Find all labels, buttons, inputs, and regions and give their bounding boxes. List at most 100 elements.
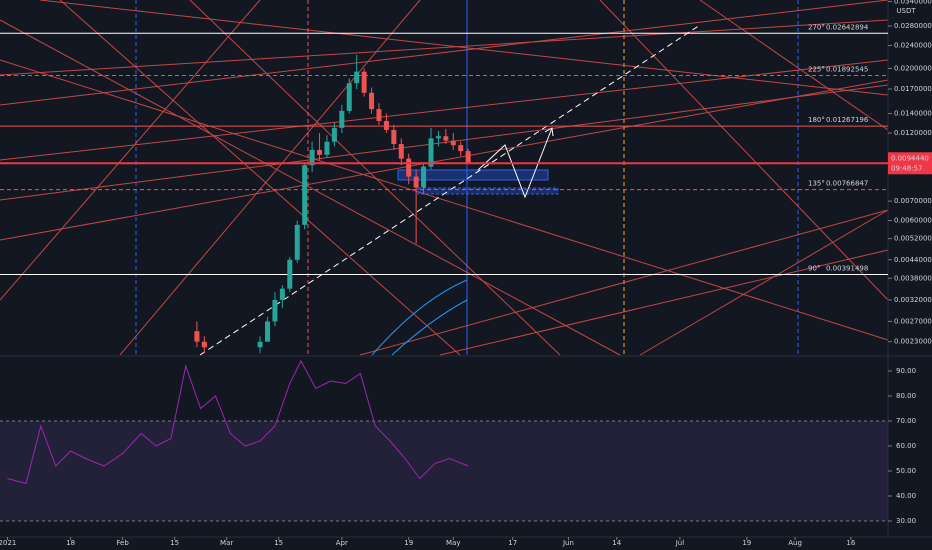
y-tick-label: 0.0140000	[894, 110, 932, 118]
moving-average	[391, 299, 468, 356]
y-tick-label: 0.0023000	[894, 338, 932, 346]
y-tick-label: 0.0038000	[894, 274, 932, 282]
level-angle: 225°	[808, 65, 825, 73]
candle-body	[346, 83, 352, 111]
countdown: 09:48:57	[891, 164, 922, 172]
y-tick-label: 0.0280000	[894, 22, 932, 30]
level-price: 0.01267196	[826, 116, 869, 124]
y-tick-label: 0.0044000	[894, 256, 932, 264]
y-tick-label: 50.00	[896, 467, 916, 475]
gann-line	[119, 0, 421, 356]
y-tick-label: 0.0120000	[894, 129, 932, 137]
x-tick-label: 17	[508, 539, 517, 547]
candle-body	[201, 341, 207, 348]
gann-line	[189, 0, 561, 356]
gann-line	[0, 19, 621, 356]
x-tick-label: May	[446, 539, 460, 547]
candle-body	[421, 166, 427, 188]
gann-line	[59, 0, 461, 356]
candle-body	[458, 145, 464, 152]
gann-line	[39, 0, 889, 96]
level-price: 0.02642894	[826, 23, 869, 31]
y-tick-label: 0.0027000	[894, 317, 932, 325]
x-tick-label: Jul	[675, 539, 685, 547]
candle-body	[383, 120, 389, 130]
unit: USDT	[896, 7, 916, 15]
moving-average	[371, 279, 468, 356]
level-angle: 180°	[808, 116, 825, 124]
candle-body	[450, 140, 456, 146]
gann-line	[699, 0, 889, 131]
candle-body	[317, 149, 323, 155]
x-tick-label: 15	[170, 539, 179, 547]
y-tick-label: 0.0240000	[894, 41, 932, 49]
drawings	[0, 0, 932, 538]
candle-body	[376, 109, 382, 121]
candle-body	[287, 259, 293, 289]
y-tick-label: 90.00	[896, 367, 916, 375]
candle-body	[435, 136, 441, 139]
candle-body	[354, 71, 360, 84]
x-tick-label: 2021	[0, 539, 16, 547]
candle-body	[391, 129, 397, 145]
gann-line	[0, 0, 889, 106]
y-tick-label: 70.00	[896, 417, 916, 425]
level-price: 0.00766847	[826, 180, 868, 188]
candle-body	[428, 138, 434, 167]
candle-body	[369, 92, 375, 110]
zone	[417, 187, 559, 195]
y-tick-label: 0.0200000	[894, 65, 932, 73]
x-tick-label: Aug	[788, 539, 802, 547]
y-tick-label: 0.0060000	[894, 217, 932, 225]
level-price: 0.01892545	[826, 65, 868, 73]
gann-line	[0, 59, 889, 341]
x-tick-label: 19	[404, 539, 413, 547]
candle-body	[309, 149, 315, 166]
x-tick-label: Jun	[562, 539, 574, 547]
y-tick-label: 0.0070000	[894, 197, 932, 205]
current-price-tag	[888, 152, 932, 175]
candle-body	[294, 224, 300, 260]
current-price-label: 0.0094440	[891, 154, 929, 162]
gann-line	[0, 0, 261, 301]
x-tick-label: 18	[66, 539, 75, 547]
y-tick-label: 30.00	[896, 517, 916, 525]
candle-body	[443, 136, 449, 141]
candle-body	[406, 158, 412, 177]
level-price: 0.00391498	[826, 265, 868, 273]
gann-line	[639, 209, 889, 356]
candle-body	[331, 127, 337, 142]
x-tick-label: 16	[846, 539, 855, 547]
y-tick-label: 80.00	[896, 392, 916, 400]
x-tick-label: 15	[274, 539, 283, 547]
gann-line	[439, 249, 889, 356]
level-angle: 90°	[808, 265, 820, 273]
y-tick-label: 0.0170000	[894, 85, 932, 93]
y-tick-label: 60.00	[896, 442, 916, 450]
y-tick-label: 0.0340000	[894, 0, 932, 5]
x-tick-label: Apr	[336, 539, 348, 547]
rsi-band	[0, 421, 888, 521]
candle-body	[339, 110, 345, 128]
candle-body	[398, 144, 404, 159]
x-tick-label: Feb	[116, 539, 129, 547]
gann-line	[359, 209, 889, 356]
candle-body	[265, 321, 271, 342]
gann-line	[0, 84, 889, 201]
candle-body	[302, 165, 308, 225]
candle-body	[361, 71, 367, 93]
candle-body	[257, 341, 263, 348]
candle-body	[465, 151, 471, 164]
candle-body	[279, 288, 285, 300]
candle-body	[194, 331, 200, 342]
gann-line	[0, 79, 889, 241]
x-tick-label: 19	[742, 539, 751, 547]
gann-line	[0, 59, 889, 161]
zone	[397, 169, 549, 181]
level-angle: 270°	[808, 23, 825, 31]
candle-body	[413, 176, 419, 188]
rsi-line	[7, 359, 469, 485]
candle-body	[324, 141, 330, 155]
level-angle: 135°	[808, 180, 825, 188]
